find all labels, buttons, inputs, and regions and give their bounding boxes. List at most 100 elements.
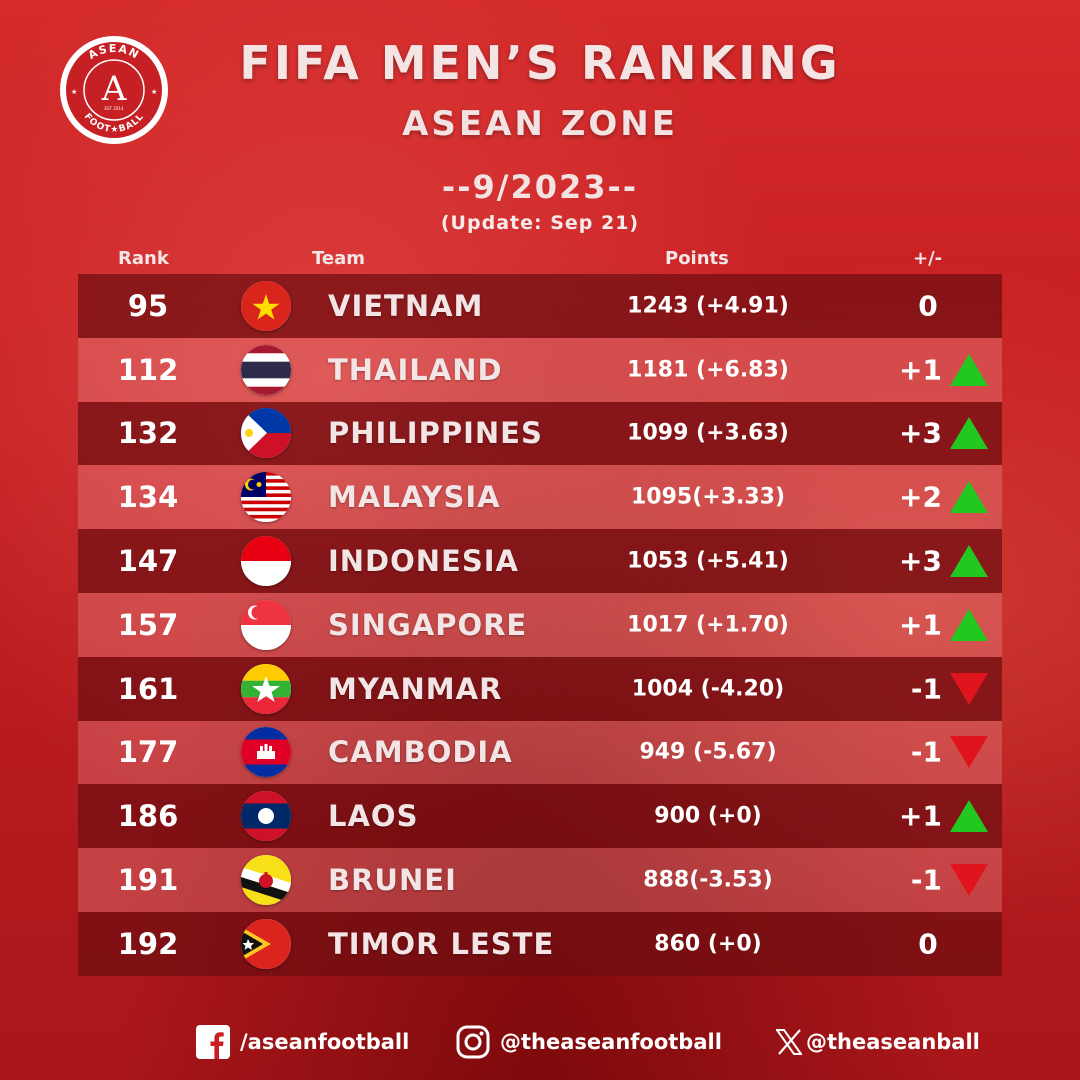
points-value: 1099 (+3.63) (627, 420, 789, 446)
thailand-flag-icon (241, 344, 291, 395)
points-value: 888(-3.53) (643, 867, 773, 893)
table-row: 95 VIETNAM 1243 (+4.91) 0 (78, 274, 1002, 338)
table-row: 134 MALAYSIA 1095(+3.33) +2 (78, 465, 1002, 530)
rank-value: 147 (117, 544, 179, 579)
team-name: SINGAPORE (328, 607, 528, 642)
facebook-link[interactable]: /aseanfootball (196, 1022, 409, 1062)
team-name: PHILIPPINES (328, 416, 543, 451)
points-value: 860 (+0) (654, 931, 762, 957)
rank-value: 161 (117, 671, 179, 706)
rank-change: -1 (910, 735, 942, 769)
points-value: 900 (+0) (654, 803, 762, 829)
column-header-team: Team (312, 248, 365, 269)
x-link[interactable]: @theaseanball (776, 1022, 980, 1062)
up-arrow-icon (950, 353, 988, 386)
rank-value: 192 (117, 926, 179, 961)
rank-change: 0 (918, 927, 938, 961)
rank-change: -1 (910, 672, 942, 706)
team-name: LAOS (328, 799, 419, 834)
logo-est: EST 2014 (105, 106, 124, 111)
rank-change: +2 (899, 480, 942, 514)
rank-value: 95 (127, 288, 169, 323)
rank-value: 132 (117, 416, 179, 451)
logo-top-text: ASEAN (86, 42, 141, 62)
x-handle: @theaseanball (806, 1030, 980, 1054)
points-value: 1004 (-4.20) (631, 676, 785, 702)
rank-change: +1 (899, 353, 942, 387)
social-footer: /aseanfootball @theaseanfootball @thease… (0, 1022, 1080, 1062)
facebook-icon (196, 1025, 230, 1059)
singapore-flag-icon (241, 599, 291, 650)
table-row: 192 TIMOR LESTE 860 (+0) 0 (78, 911, 1002, 976)
update-date: (Update: Sep 21) (440, 212, 640, 234)
table-row: 132 PHILIPPINES 1099 (+3.63) +3 (78, 401, 1002, 466)
timor-leste-flag-icon (241, 918, 291, 969)
rank-change: +3 (899, 544, 942, 578)
points-value: 1181 (+6.83) (627, 357, 789, 383)
instagram-handle: @theaseanfootball (500, 1030, 722, 1054)
svg-text:★: ★ (151, 88, 157, 96)
rank-change: +3 (899, 416, 942, 450)
laos-flag-icon (241, 791, 291, 842)
table-row: 112 THAILAND 1181 (+6.83) +1 (78, 337, 1002, 402)
up-arrow-icon (950, 417, 988, 450)
up-arrow-icon (950, 545, 988, 578)
brunei-flag-icon (241, 855, 291, 906)
down-arrow-icon (950, 672, 988, 705)
points-value: 949 (-5.67) (639, 739, 777, 765)
rank-change: +1 (899, 608, 942, 642)
malaysia-flag-icon (241, 472, 291, 523)
rank-value: 191 (117, 863, 179, 898)
logo-letter: A (101, 69, 127, 109)
page-title: FIFA MEN’S RANKING (239, 36, 841, 90)
rank-change: -1 (910, 863, 942, 897)
team-name: BRUNEI (328, 863, 457, 898)
table-row: 157 SINGAPORE 1017 (+1.70) +1 (78, 592, 1002, 657)
page-subtitle: ASEAN ZONE (402, 104, 678, 144)
column-header-diff: +/- (913, 248, 943, 269)
rank-value: 157 (117, 607, 179, 642)
cambodia-flag-icon (241, 727, 291, 778)
team-name: TIMOR LESTE (328, 926, 555, 961)
rank-value: 177 (117, 735, 179, 770)
philippines-flag-icon (241, 408, 291, 459)
myanmar-flag-icon (241, 663, 291, 714)
instagram-link[interactable]: @theaseanfootball (456, 1022, 722, 1062)
up-arrow-icon (950, 608, 988, 641)
asean-football-logo: ASEAN FOOT★BALL A EST 2014 ★ ★ (60, 36, 168, 144)
points-value: 1053 (+5.41) (627, 548, 789, 574)
x-icon (776, 1029, 802, 1055)
rank-value: 112 (117, 352, 179, 387)
rank-change: +1 (899, 799, 942, 833)
vietnam-flag-icon (241, 280, 291, 331)
team-name: CAMBODIA (328, 735, 513, 770)
down-arrow-icon (950, 864, 988, 897)
table-row: 186 LAOS 900 (+0) +1 (78, 784, 1002, 849)
indonesia-flag-icon (241, 536, 291, 587)
facebook-handle: /aseanfootball (240, 1030, 410, 1054)
points-value: 1017 (+1.70) (627, 612, 789, 638)
column-header-rank: Rank (118, 248, 169, 269)
ranking-table: 95 VIETNAM 1243 (+4.91) 0 112 THAILAND 1… (78, 274, 1002, 976)
rank-value: 134 (117, 480, 179, 515)
rank-value: 186 (117, 799, 179, 834)
points-value: 1095(+3.33) (630, 484, 786, 510)
column-header-points: Points (665, 248, 729, 269)
team-name: THAILAND (328, 352, 503, 387)
up-arrow-icon (950, 481, 988, 514)
table-row: 191 BRUNEI 888(-3.53) -1 (78, 848, 1002, 912)
table-row: 177 CAMBODIA 949 (-5.67) -1 (78, 720, 1002, 785)
down-arrow-icon (950, 736, 988, 769)
instagram-icon (456, 1025, 490, 1059)
points-value: 1243 (+4.91) (627, 293, 789, 319)
team-name: MYANMAR (328, 671, 503, 706)
up-arrow-icon (950, 800, 988, 833)
team-name: INDONESIA (328, 544, 519, 579)
svg-text:ASEAN: ASEAN (86, 42, 142, 62)
table-row: 147 INDONESIA 1053 (+5.41) +3 (78, 529, 1002, 593)
team-name: MALAYSIA (328, 480, 501, 515)
ranking-period: --9/2023-- (441, 168, 639, 206)
team-name: VIETNAM (328, 288, 484, 323)
table-row: 161 MYANMAR 1004 (-4.20) -1 (78, 656, 1002, 721)
svg-text:★: ★ (71, 88, 77, 96)
